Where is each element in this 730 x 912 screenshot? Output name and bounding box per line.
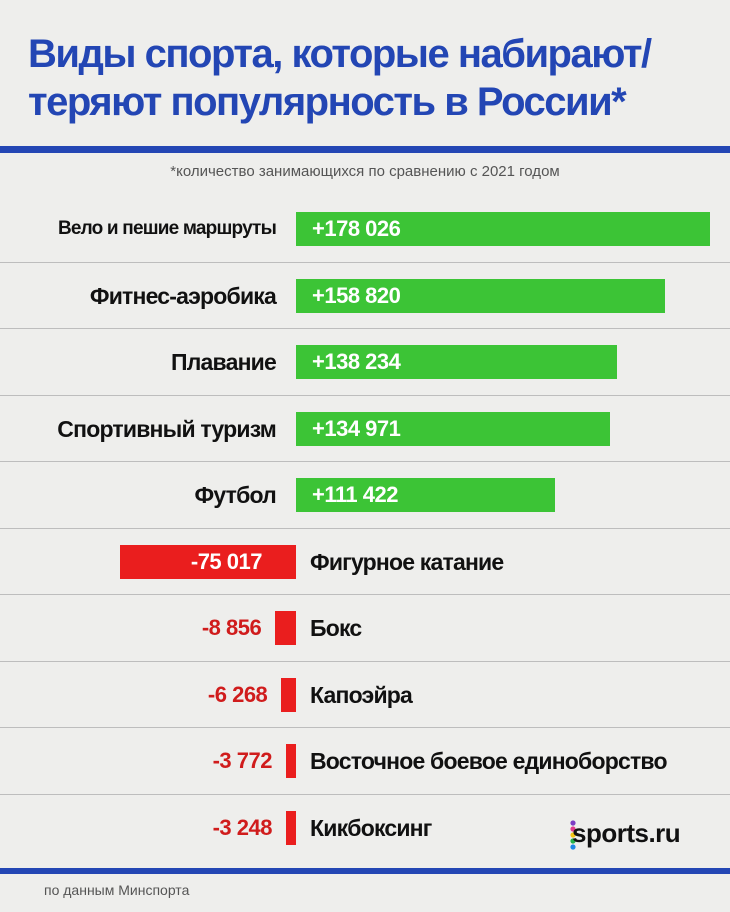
data-label: -75 017 bbox=[190, 549, 263, 574]
title-line-1: Виды спорта, которые набирают/ bbox=[28, 32, 652, 76]
category-label: Фитнес-аэробика bbox=[89, 283, 277, 309]
bar bbox=[296, 478, 556, 512]
grid-line bbox=[0, 395, 730, 396]
title-line-2: теряют популярность в России* bbox=[28, 80, 627, 124]
grid-line bbox=[0, 727, 730, 728]
bar bbox=[286, 744, 296, 778]
category-label: Фигурное катание bbox=[310, 549, 504, 575]
grid-line bbox=[0, 794, 730, 795]
data-label: +158 820 bbox=[312, 283, 401, 308]
bar bbox=[120, 545, 296, 579]
chart-subtitle: *количество занимающихся по сравнению с … bbox=[170, 163, 560, 180]
chart-title: Виды спорта, которые набирают/ теряют по… bbox=[28, 30, 718, 126]
bar bbox=[296, 345, 618, 379]
category-label: Спортивный туризм bbox=[57, 416, 277, 442]
logo-dots-icon bbox=[570, 820, 576, 850]
sports-ru-logo: sports.ru bbox=[572, 818, 681, 848]
category-label: Плавание bbox=[171, 349, 277, 375]
category-label: Капоэйра bbox=[310, 682, 413, 708]
category-label: Вело и пешие маршруты bbox=[57, 218, 277, 239]
grid-line bbox=[0, 262, 730, 263]
bar bbox=[281, 678, 296, 712]
category-label: Футбол bbox=[194, 482, 277, 508]
data-label: -3 772 bbox=[212, 748, 273, 773]
bottom-divider bbox=[0, 868, 730, 874]
bar bbox=[296, 212, 710, 246]
bar bbox=[275, 611, 296, 645]
data-label: +178 026 bbox=[312, 216, 401, 241]
data-label: +138 234 bbox=[312, 349, 401, 374]
bar bbox=[286, 811, 296, 845]
grid-line bbox=[0, 594, 730, 595]
top-divider bbox=[0, 146, 730, 153]
grid-line bbox=[0, 528, 730, 529]
category-label: Восточное боевое единоборство bbox=[310, 748, 668, 774]
source-note: по данным Минспорта bbox=[44, 882, 190, 898]
bar bbox=[296, 279, 666, 313]
bar bbox=[296, 412, 610, 446]
data-label: +134 971 bbox=[312, 416, 401, 441]
grid-line bbox=[0, 661, 730, 662]
category-label: Бокс bbox=[310, 615, 362, 641]
data-label: +111 422 bbox=[312, 482, 398, 507]
data-label: -8 856 bbox=[201, 615, 262, 640]
category-label: Кикбоксинг bbox=[310, 815, 432, 841]
data-label: -3 248 bbox=[212, 815, 273, 840]
grid-line bbox=[0, 461, 730, 462]
grid-line bbox=[0, 328, 730, 329]
data-label: -6 268 bbox=[207, 682, 268, 707]
